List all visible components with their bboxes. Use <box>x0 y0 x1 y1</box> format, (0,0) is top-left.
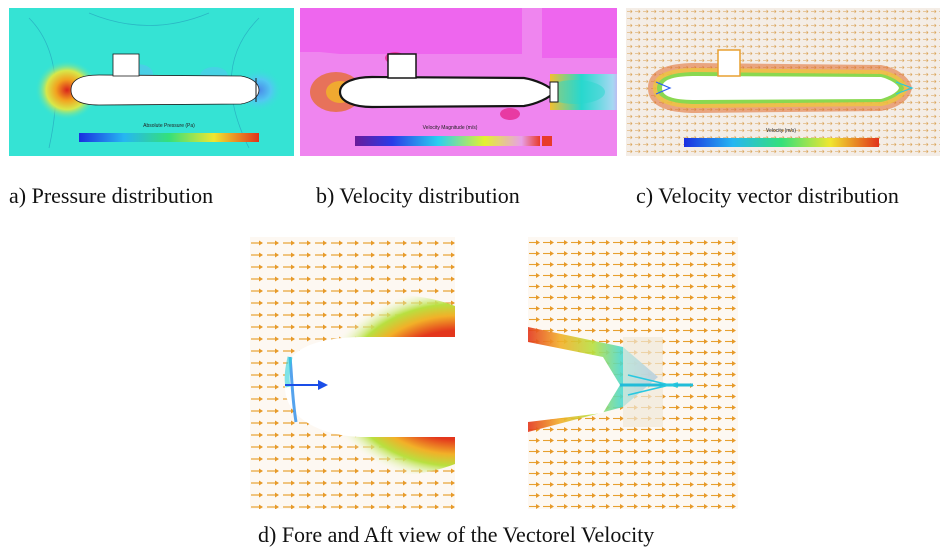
caption-velocity-distribution: b) Velocity distribution <box>316 183 520 208</box>
velocity-distribution-plot: Velocity Magnitude (m/s) <box>300 8 617 156</box>
fore-vector-detail-plot <box>250 237 455 509</box>
aft-vector-detail-plot <box>528 237 738 509</box>
legend-title-c: Velocity (m/s) <box>766 128 796 134</box>
pressure-distribution-plot: Absolute Pressure (Pa) <box>9 8 294 156</box>
velocity-vector-plot: Velocity (m/s) <box>626 8 940 156</box>
caption-pressure-distribution: a) Pressure distribution <box>9 183 214 208</box>
caption-velocity-vector-distribution: c) Velocity vector distribution <box>636 183 899 208</box>
legend-title-a: Absolute Pressure (Pa) <box>143 123 195 129</box>
legend-title-b: Velocity Magnitude (m/s) <box>423 125 478 131</box>
caption-fore-aft-view: d) Fore and Aft view of the Vectorel Vel… <box>258 522 655 547</box>
